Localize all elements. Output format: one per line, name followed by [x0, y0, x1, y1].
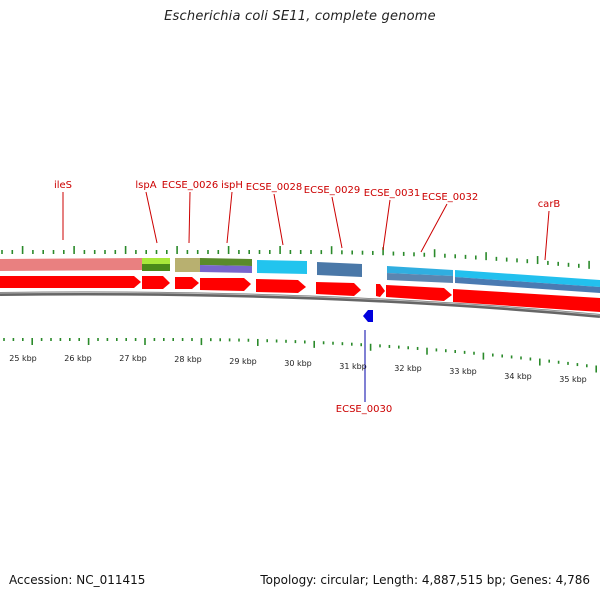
- cds-arrow-ECSE_0031: [376, 284, 385, 297]
- gene-label-ECSE_0032[interactable]: ECSE_0032: [422, 192, 478, 203]
- backbone-arc: [0, 291, 600, 318]
- cds-arrow-carB: [453, 289, 600, 312]
- cds-arrow-ECSE_0030: [363, 310, 373, 322]
- band-ileS: [0, 258, 142, 271]
- band-carB-lower: [455, 277, 600, 293]
- leader-ECSE_0032: [420, 203, 448, 253]
- gene-label-ECSE_0031[interactable]: ECSE_0031: [364, 188, 420, 199]
- feature-bands: [0, 258, 600, 293]
- genome-summary-text: Topology: circular; Length: 4,887,515 bp…: [260, 573, 590, 587]
- kbp-label: 28 kbp: [174, 355, 202, 364]
- band-ECSE_0031-lower: [387, 273, 453, 283]
- kbp-scale-labels: 25 kbp 26 kbp 27 kbp 28 kbp 29 kbp 30 kbp 31 k…: [9, 354, 587, 384]
- gene-label-ECSE_0029[interactable]: ECSE_0029: [304, 185, 360, 196]
- kbp-label: 34 kbp: [504, 372, 532, 381]
- cds-arrow-lspA: [142, 276, 170, 289]
- kbp-label: 35 kbp: [559, 375, 587, 384]
- gene-label-ECSE_0030[interactable]: ECSE_0030: [336, 404, 392, 415]
- leader-ECSE_0026: [188, 191, 191, 244]
- gene-label-ECSE_0028[interactable]: ECSE_0028: [246, 182, 302, 193]
- kbp-label: 27 kbp: [119, 354, 147, 363]
- band-ECSE_0029: [317, 262, 362, 277]
- gene-label-ileS[interactable]: ileS: [54, 180, 72, 191]
- forward-cds-track: [0, 276, 600, 312]
- kbp-label: 25 kbp: [9, 354, 37, 363]
- leader-ECSE_0031: [382, 199, 391, 251]
- kbp-label: 30 kbp: [284, 359, 312, 368]
- band-ECSE_0028: [257, 260, 307, 274]
- band-ispH-lower: [200, 265, 252, 273]
- leader-carB: [544, 210, 550, 261]
- leader-ECSE_0029: [331, 196, 343, 249]
- kbp-label: 32 kbp: [394, 364, 422, 373]
- cds-arrow-ispH: [200, 278, 251, 291]
- cds-arrow-ECSE_0028: [256, 279, 306, 293]
- kbp-label: 29 kbp: [229, 357, 257, 366]
- label-leader-lines: [62, 191, 550, 402]
- cds-arrow-ECSE_0029: [316, 282, 361, 296]
- leader-ispH: [226, 191, 233, 244]
- band-lspA-lower: [142, 264, 170, 271]
- band-ECSE_0031: [387, 266, 453, 276]
- gene-labels: ileS lspA ECSE_0026 ispH ECSE_0028 ECSE_0029 E…: [54, 180, 560, 415]
- leader-lspA: [145, 191, 158, 244]
- backbone-arc-highlight: [0, 291, 600, 316]
- kbp-label: 31 kbp: [339, 362, 367, 371]
- kbp-label: 33 kbp: [449, 367, 477, 376]
- accession-text: Accession: NC_011415: [9, 573, 146, 587]
- cds-arrow-ECSE_0032: [386, 285, 452, 301]
- band-lspA: [142, 258, 170, 264]
- cds-arrow-ileS: [0, 276, 141, 288]
- band-ispH: [200, 258, 252, 266]
- cds-arrow-ECSE_0026: [175, 277, 199, 289]
- band-ECSE_0026: [175, 258, 200, 272]
- leader-ECSE_0028: [273, 193, 284, 246]
- gene-label-carB[interactable]: carB: [538, 199, 561, 210]
- gene-label-ispH[interactable]: ispH: [221, 180, 243, 191]
- gene-label-ECSE_0026[interactable]: ECSE_0026: [162, 180, 218, 191]
- map-title: Escherichia coli SE11, complete genome: [164, 9, 436, 24]
- kbp-label: 26 kbp: [64, 354, 92, 363]
- inner-tick-marks: [3, 338, 598, 373]
- gene-label-lspA[interactable]: lspA: [135, 180, 156, 191]
- band-carB: [455, 270, 600, 287]
